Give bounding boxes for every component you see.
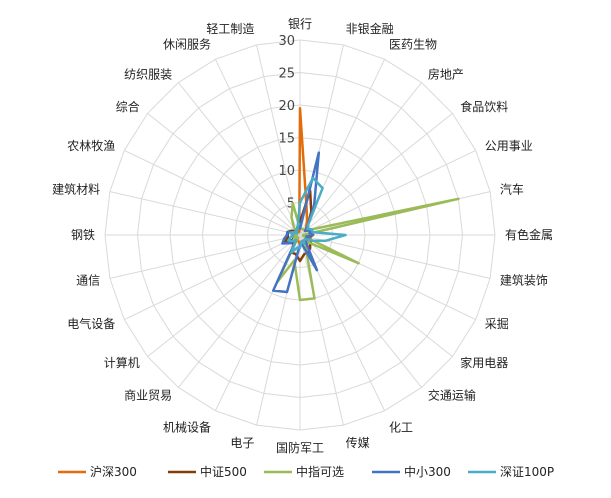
category-label: 休闲服务 xyxy=(163,36,211,51)
category-label: 钢铁 xyxy=(71,228,95,242)
legend-label-4: 中小300 xyxy=(404,464,451,479)
category-label: 化工 xyxy=(389,421,413,435)
axis-spoke xyxy=(299,234,422,388)
axis-spoke xyxy=(214,59,301,236)
category-label: 综合 xyxy=(116,99,140,114)
category-label: 计算机 xyxy=(104,355,140,370)
category-label: 食品饮料 xyxy=(460,99,508,114)
axis-spoke xyxy=(124,149,301,236)
category-label: 交通运输 xyxy=(428,387,476,402)
axis-spoke xyxy=(178,234,301,388)
category-label: 国防军工 xyxy=(276,440,324,455)
category-label: 有色金属 xyxy=(505,227,553,242)
axis-spoke xyxy=(178,82,301,236)
r-tick-label: 30 xyxy=(278,34,295,49)
category-label: 电气设备 xyxy=(67,316,115,331)
r-tick-label: 20 xyxy=(278,99,295,114)
category-label: 建筑装饰 xyxy=(500,273,548,288)
category-label: 采掘 xyxy=(485,316,509,331)
axis-spoke xyxy=(299,82,422,236)
legend-label-2: 中证500 xyxy=(200,464,247,479)
legend-label-5: 深证100P xyxy=(500,465,554,479)
category-label: 公用事业 xyxy=(485,139,533,153)
category-label: 汽车 xyxy=(500,181,524,196)
category-label: 家用电器 xyxy=(460,355,508,370)
r-tick-label: 10 xyxy=(278,164,295,179)
category-label: 电子 xyxy=(230,436,254,450)
category-label: 医药生物 xyxy=(389,37,437,51)
r-tick-label: 15 xyxy=(278,132,295,147)
axis-spoke xyxy=(299,234,453,357)
category-label: 农林牧渔 xyxy=(67,139,115,153)
category-label: 轻工制造 xyxy=(206,22,254,36)
category-label: 银行 xyxy=(288,17,312,31)
r-tick-label: 5 xyxy=(287,197,295,212)
axis-spoke xyxy=(109,191,301,236)
series-line-5 xyxy=(287,176,347,254)
legend-label-3: 中指可选 xyxy=(296,464,344,479)
category-label: 非银金融 xyxy=(346,21,394,36)
axis-spoke xyxy=(299,234,344,426)
category-label: 通信 xyxy=(76,274,100,288)
axis-spoke xyxy=(124,234,301,321)
legend-label-1: 沪深300 xyxy=(90,465,137,479)
axis-spoke xyxy=(299,234,491,279)
category-label: 建筑材料 xyxy=(52,181,100,196)
axis-spoke xyxy=(147,234,301,357)
category-label: 房地产 xyxy=(428,67,464,82)
series-line-1 xyxy=(292,107,315,246)
r-tick-label: 25 xyxy=(278,67,295,82)
category-label: 商业贸易 xyxy=(124,387,172,402)
axis-spoke xyxy=(109,234,301,279)
axis-spoke xyxy=(299,113,453,236)
category-label: 纺织服装 xyxy=(124,68,172,82)
axis-spoke xyxy=(147,113,301,236)
category-label: 传媒 xyxy=(346,435,370,450)
category-label: 机械设备 xyxy=(163,420,211,435)
axis-spoke xyxy=(299,149,476,236)
